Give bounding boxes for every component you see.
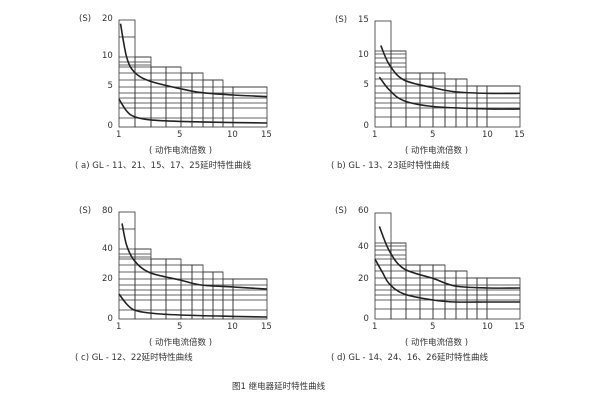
time-curve-1 [119, 23, 268, 98]
x-tick-label: 15 [261, 322, 272, 332]
y-tick-label: 40 [358, 242, 369, 252]
y-tick-label: 80 [102, 206, 113, 216]
y-tick-label: 15 [358, 15, 369, 25]
y-axis-label: (S) [79, 14, 92, 24]
panel-caption: ( c) GL - 12、22延时特性曲线 [75, 353, 193, 363]
y-axis-label: (S) [335, 15, 348, 25]
time-curve-1 [380, 45, 521, 95]
x-tick-label: 1 [372, 322, 378, 332]
grid-column [180, 72, 193, 128]
time-curve-2 [118, 293, 268, 318]
x-tick-label: 10 [227, 322, 238, 332]
panel-caption: ( d) GL - 14、24、16、26延时特性曲线 [331, 353, 488, 363]
grid-column [432, 264, 446, 320]
x-tick-label: 10 [482, 130, 493, 140]
grid-column [118, 211, 136, 320]
grid-column [134, 248, 152, 320]
x-tick-label: 1 [372, 130, 378, 140]
x-tick-label: 10 [482, 322, 493, 332]
x-axis-label: ( 动作电流倍数 ) [149, 338, 213, 348]
x-tick-label: 5 [430, 130, 436, 140]
y-axis-label: (S) [335, 206, 348, 216]
y-tick-label: 60 [358, 206, 369, 216]
x-tick-label: 5 [430, 322, 436, 332]
time-curve-1 [378, 226, 521, 289]
grid-column [191, 72, 204, 128]
y-tick-label: 10 [358, 50, 369, 60]
y-tick-label: 0 [363, 121, 369, 131]
grid-column [180, 264, 193, 320]
figure-caption: 图1 继电器延时特性曲线 [232, 382, 326, 392]
grid-column [419, 72, 434, 128]
x-tick-label: 15 [514, 322, 525, 332]
y-tick-label: 0 [107, 314, 113, 324]
y-tick-label: 20 [358, 274, 369, 284]
x-tick-label: 15 [514, 130, 525, 140]
time-curve-2 [378, 76, 521, 110]
x-tick-label: 5 [177, 130, 183, 140]
panel-caption: ( a) GL - 11、21、15、17、25延时特性曲线 [75, 161, 252, 171]
y-tick-label: 0 [107, 121, 113, 131]
time-curve-2 [118, 98, 268, 124]
x-axis-label: ( 动作电流倍数 ) [405, 146, 469, 156]
grid-column [486, 277, 521, 320]
grid-column [191, 264, 204, 320]
time-curve-1 [121, 223, 268, 290]
y-tick-label: 0 [363, 314, 369, 324]
grid-column [476, 85, 488, 128]
x-axis-label: ( 动作电流倍数 ) [405, 338, 469, 348]
grid-column [374, 20, 392, 128]
panel-caption: ( b) GL - 13、23延时特性曲线 [331, 161, 450, 171]
y-tick-label: 20 [102, 14, 113, 24]
grid-column [486, 85, 521, 128]
grid-column [390, 50, 407, 128]
x-tick-label: 5 [177, 322, 183, 332]
x-tick-label: 1 [116, 322, 122, 332]
grid-column [390, 242, 407, 320]
y-tick-label: 5 [363, 80, 369, 90]
x-tick-label: 1 [116, 130, 122, 140]
time-curve-2 [374, 258, 520, 303]
y-tick-label: 10 [102, 51, 113, 61]
grid-column [476, 277, 488, 320]
grid-column [374, 212, 392, 320]
x-tick-label: 15 [261, 130, 272, 140]
grid-column [134, 56, 152, 128]
y-tick-label: 20 [102, 274, 113, 284]
y-tick-label: 5 [107, 81, 113, 91]
grid-column [432, 72, 446, 128]
grid-column [466, 277, 478, 320]
x-axis-label: ( 动作电流倍数 ) [149, 146, 213, 156]
x-tick-label: 10 [227, 130, 238, 140]
grid-column [419, 264, 434, 320]
y-tick-label: 40 [102, 244, 113, 254]
y-axis-label: (S) [79, 206, 92, 216]
